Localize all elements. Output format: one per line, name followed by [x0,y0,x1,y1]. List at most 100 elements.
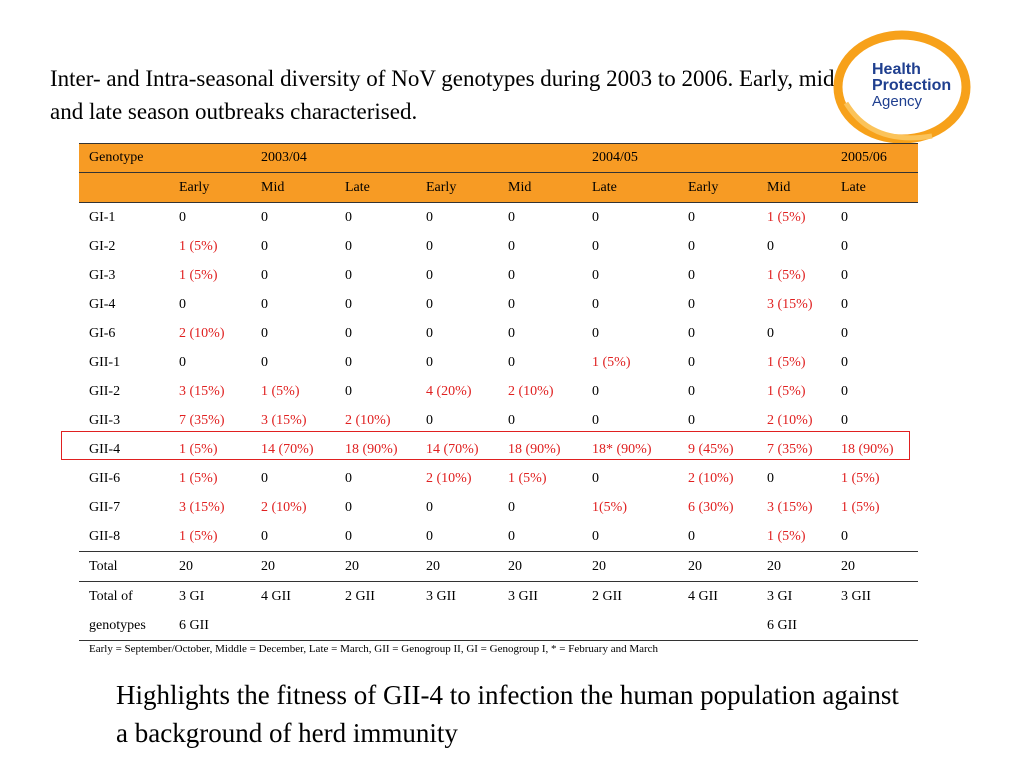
table-cell [831,611,918,641]
table-cell: 0 [841,383,848,399]
table-cell: 0 [592,325,599,341]
row-label: GI-6 [89,325,116,341]
table-cell: 1(5%) [592,499,627,515]
table-row: GII-8 1 (5%) 0 0 0 0 0 0 1 (5%) 0 [79,522,918,552]
table-cell [335,611,416,641]
table-cell: 0 [592,267,599,283]
table-cell: 14 (70%) [426,441,479,457]
row-label: Total of [79,581,169,611]
table-cell: 0 [508,209,515,225]
row-label: GI-3 [89,267,116,283]
period-header: Late [831,172,918,203]
table-cell: 0 [592,238,599,254]
table-cell: 0 [508,412,515,428]
table-cell: 0 [261,354,268,370]
table-cell: 0 [179,209,186,225]
table-cell: 20 [169,551,251,582]
period-header: Early [169,172,251,203]
table-cell: 0 [688,354,695,370]
table-cell: 0 [345,209,352,225]
table-cell: 0 [261,325,268,341]
table-cell: 0 [688,383,695,399]
table-cell: 1 (5%) [179,267,218,283]
table-cell: 1 (5%) [592,354,631,370]
table-row: GII-2 3 (15%) 1 (5%) 0 4 (20%) 2 (10%) 0 0 1 (5%… [79,377,918,406]
row-label: GI-2 [89,238,116,254]
table-cell: 0 [841,267,848,283]
table-cell: 0 [426,499,433,515]
table-cell [678,611,757,641]
table-cell: 0 [841,209,848,225]
row-label: GII-1 [89,354,121,370]
table-row: GII-6 1 (5%) 0 0 2 (10%) 1 (5%) 0 2 (10%) 0 1 (5%… [79,464,918,493]
table-cell: 1 (5%) [841,499,880,515]
table-cell: 0 [508,325,515,341]
table-cell: 0 [841,412,848,428]
table-row: GII-3 7 (35%) 3 (15%) 2 (10%) 0 0 0 0 2 (10%) 0 [79,406,918,435]
row-label: GII-2 [89,383,121,399]
row-label: GII-7 [89,499,121,515]
table-cell: 14 (70%) [261,441,314,457]
table-cell: 0 [345,238,352,254]
table-cell: 6 GII [169,611,251,641]
table-cell: 7 (35%) [179,412,225,428]
table-row: GI-6 2 (10%) 0 0 0 0 0 0 0 0 [79,319,918,348]
table-cell: 0 [688,528,695,544]
row-label: GI-4 [89,296,116,312]
table-cell: 20 [335,551,416,582]
table-cell: 0 [767,238,774,254]
table-cell: 2 (10%) [426,470,472,486]
table-cell: 1 (5%) [179,528,218,544]
table-footnote: Early = September/October, Middle = Dece… [89,643,659,655]
season-header-row: Genotype 2003/04 2004/05 2005/06 [79,143,918,173]
table-cell: 20 [678,551,757,582]
table-cell: 0 [261,267,268,283]
table-cell: 0 [688,296,695,312]
table-cell: 2 (10%) [688,470,734,486]
table-cell: 18 (90%) [841,441,894,457]
season-header-2004: 2004/05 [582,143,678,173]
table-cell: 0 [841,325,848,341]
table-cell: 3 GII [498,581,582,611]
period-header: Late [582,172,678,203]
table-cell: 0 [426,209,433,225]
table-cell: 0 [688,325,695,341]
table-cell: 0 [688,209,695,225]
table-cell: 0 [345,354,352,370]
genotype-table: Genotype 2003/04 2004/05 2005/06 Early M… [79,143,918,661]
logo-text: Health Protection Agency [872,62,951,110]
table-cell: 4 GII [251,581,335,611]
table-cell: 0 [592,383,599,399]
table-cell: 6 (30%) [688,499,734,515]
row-label: GI-1 [89,209,116,225]
table-cell: 0 [841,296,848,312]
logo-line-agency: Agency [872,93,923,110]
table-cell: 4 GII [678,581,757,611]
table-cell: 2 (10%) [179,325,225,341]
period-header: Mid [251,172,335,203]
table-cell: 1 (5%) [767,267,806,283]
season-header-2003: 2003/04 [251,143,335,173]
row-label: Total [79,551,169,582]
table-cell: 1 (5%) [767,383,806,399]
row-label: GII-3 [89,412,121,428]
table-cell: 0 [508,499,515,515]
period-header: Mid [498,172,582,203]
table-cell: 0 [426,325,433,341]
period-header: Early [416,172,498,203]
table-row: GI-2 1 (5%) 0 0 0 0 0 0 0 0 [79,232,918,261]
table-cell: 0 [345,528,352,544]
table-cell: 0 [345,296,352,312]
table-cell: 0 [592,528,599,544]
period-header: Mid [757,172,831,203]
table-cell: 0 [261,528,268,544]
table-cell: 2 (10%) [767,412,813,428]
table-cell: 1 (5%) [179,441,218,457]
period-header: Late [335,172,416,203]
table-cell: 1 (5%) [261,383,300,399]
table-cell: 3 (15%) [767,499,813,515]
table-cell: 18* (90%) [592,441,652,457]
period-header: Early [678,172,757,203]
slide-title: Inter- and Intra-seasonal diversity of N… [50,66,835,124]
table-cell: 1 (5%) [767,354,806,370]
